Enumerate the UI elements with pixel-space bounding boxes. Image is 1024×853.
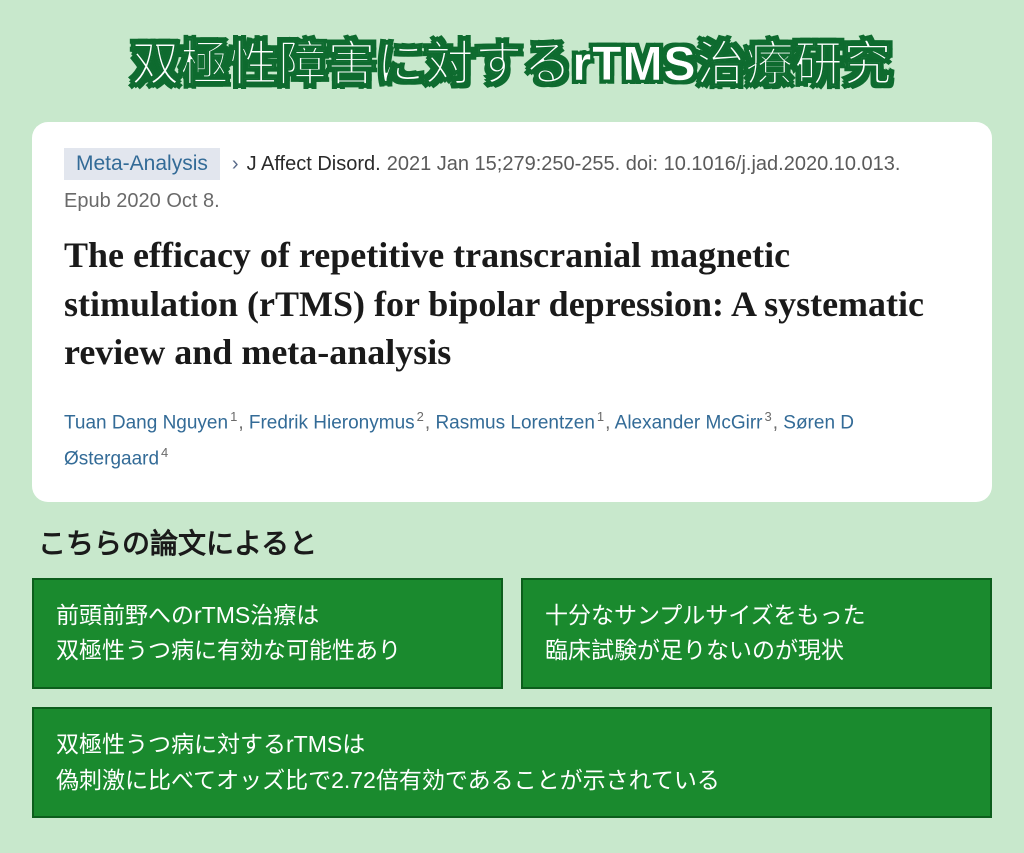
page-container: 双極性障害に対するrTMS治療研究 Meta-Analysis › J Affe… xyxy=(0,0,1024,842)
main-title: 双極性障害に対するrTMS治療研究 xyxy=(32,24,992,94)
affiliation-mark: 1 xyxy=(230,409,237,424)
journal-name[interactable]: J Affect Disord. xyxy=(247,153,381,176)
finding-text: 偽刺激に比べてオッズ比で2.72倍有効であることが示されている xyxy=(56,767,720,793)
epub-date: Epub 2020 Oct 8. xyxy=(64,190,960,213)
paper-title: The efficacy of repetitive transcranial … xyxy=(64,231,960,377)
findings-row: 前頭前野へのrTMS治療は 双極性うつ病に有効な可能性あり 十分なサンプルサイズ… xyxy=(32,578,992,689)
affiliation-mark: 4 xyxy=(161,445,168,460)
affiliation-mark: 3 xyxy=(764,409,771,424)
separator: , xyxy=(425,412,436,433)
paper-meta: Meta-Analysis › J Affect Disord. 2021 Ja… xyxy=(64,148,960,180)
chevron-icon: › xyxy=(232,153,239,176)
finding-text: 十分なサンプルサイズをもった xyxy=(545,602,866,628)
separator: , xyxy=(238,412,249,433)
article-type-tag[interactable]: Meta-Analysis xyxy=(64,148,220,180)
separator: , xyxy=(605,412,615,433)
finding-box: 前頭前野へのrTMS治療は 双極性うつ病に有効な可能性あり xyxy=(32,578,503,689)
author-link[interactable]: Tuan Dang Nguyen xyxy=(64,412,228,433)
finding-text: 前頭前野へのrTMS治療は xyxy=(56,602,319,628)
separator: , xyxy=(773,412,784,433)
authors-list: Tuan Dang Nguyen1, Fredrik Hieronymus2, … xyxy=(64,405,960,478)
author-link[interactable]: Fredrik Hieronymus xyxy=(249,412,415,433)
finding-text: 臨床試験が足りないのが現状 xyxy=(545,637,844,663)
finding-text: 双極性うつ病に対するrTMSは xyxy=(56,731,365,757)
finding-box: 十分なサンプルサイズをもった 臨床試験が足りないのが現状 xyxy=(521,578,992,689)
paper-card: Meta-Analysis › J Affect Disord. 2021 Ja… xyxy=(32,122,992,502)
finding-box: 双極性うつ病に対するrTMSは 偽刺激に比べてオッズ比で2.72倍有効であること… xyxy=(32,707,992,818)
affiliation-mark: 1 xyxy=(597,409,604,424)
findings-heading: こちらの論文によると xyxy=(38,522,992,562)
author-link[interactable]: Rasmus Lorentzen xyxy=(435,412,594,433)
affiliation-mark: 2 xyxy=(417,409,424,424)
finding-text: 双極性うつ病に有効な可能性あり xyxy=(56,637,401,663)
author-link[interactable]: Alexander McGirr xyxy=(615,412,763,433)
citation-text: 2021 Jan 15;279:250-255. doi: 10.1016/j.… xyxy=(387,153,901,176)
